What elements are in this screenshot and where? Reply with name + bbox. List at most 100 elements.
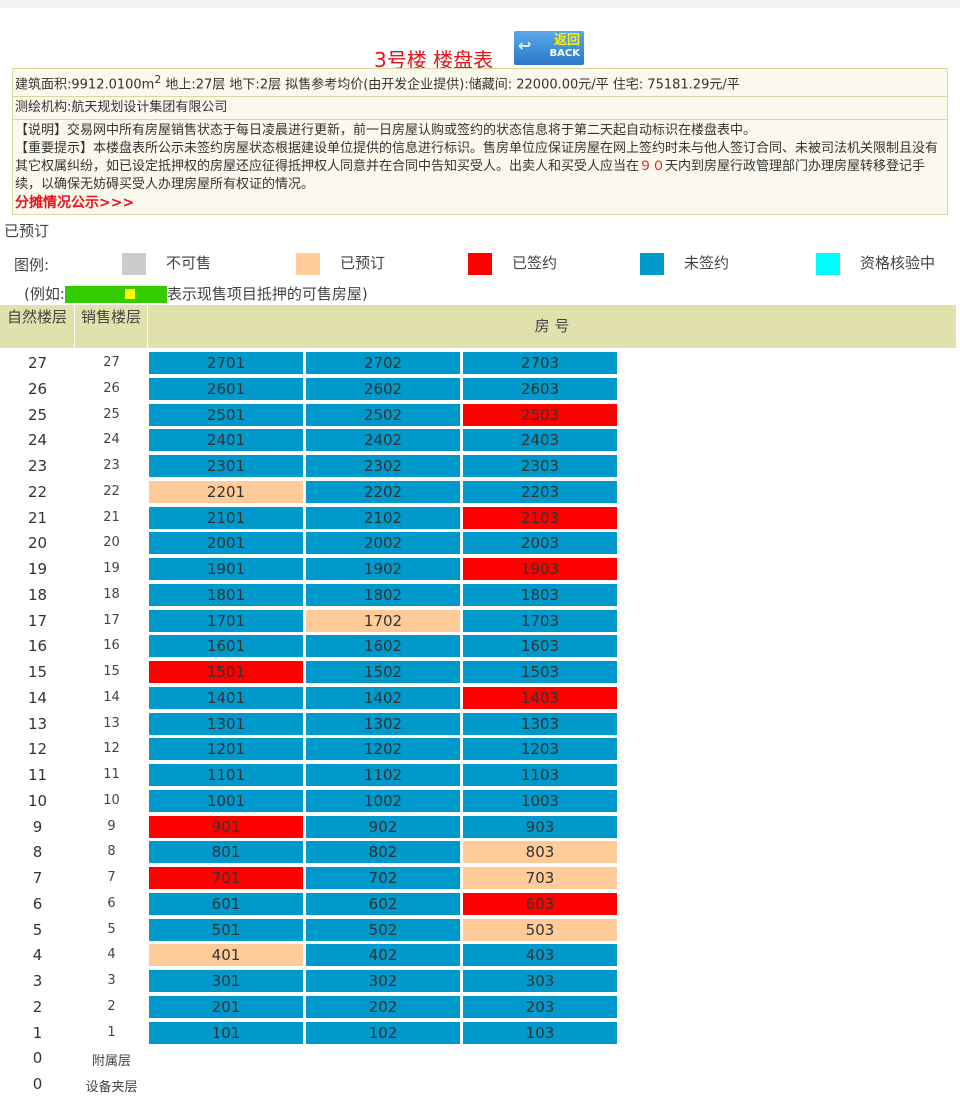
unit-unsigned[interactable]: 1703 [463,609,617,632]
sale-floor: 16 [103,638,120,654]
unit-unsigned[interactable]: 201 [149,995,303,1018]
unit-unsigned[interactable]: 1902 [306,558,460,580]
legend-item-label: 不可售 [166,254,212,272]
unit-unsigned[interactable]: 303 [463,970,617,992]
unit-unsigned[interactable]: 2202 [306,480,460,503]
unit-unsigned[interactable]: 2402 [306,429,460,452]
unit-unsigned[interactable]: 1003 [463,789,617,812]
col-room-number: 房 号 [534,317,570,335]
back-button[interactable]: ↩ 返回 BACK [514,31,584,65]
unit-unsigned[interactable]: 801 [149,841,303,864]
unit-unsigned[interactable]: 403 [463,944,617,967]
unit-unsigned[interactable]: 601 [149,892,303,915]
unit-signed[interactable]: 2103 [463,506,617,529]
unit-unsigned[interactable]: 2501 [149,403,303,426]
unit-unsigned[interactable]: 2203 [463,480,617,503]
unit-unsigned[interactable]: 2401 [149,429,303,452]
legend-label: 图例: [14,256,50,274]
unit-unsigned[interactable]: 2002 [306,532,460,555]
unit-unsigned[interactable]: 1901 [149,558,303,580]
unit-unsigned[interactable]: 902 [306,815,460,838]
unit-unsigned[interactable]: 1201 [149,738,303,761]
unit-unsigned[interactable]: 1803 [463,583,617,606]
unit-unsigned[interactable]: 103 [463,1021,617,1044]
unit-unsigned[interactable]: 2303 [463,455,617,477]
unit-unsigned[interactable]: 1603 [463,635,617,658]
unit-unsigned[interactable]: 1103 [463,764,617,786]
example-suffix: 表示现售项目抵押的可售房屋) [166,285,368,303]
unit-unsigned[interactable]: 2302 [306,455,460,477]
unit-unsigned[interactable]: 1401 [149,686,303,709]
unit-unsigned[interactable]: 1102 [306,764,460,786]
unit-unsigned[interactable]: 502 [306,918,460,941]
natural-floor: 26 [27,379,48,398]
sale-floor: 4 [107,947,116,963]
unit-signed[interactable]: 1501 [149,661,303,683]
unit-signed[interactable]: 1403 [463,686,617,709]
unit-reserved[interactable]: 2201 [149,480,303,503]
unit-unsigned[interactable]: 1801 [149,583,303,606]
back-label-cn: 返回 [553,33,580,48]
unit-unsigned[interactable]: 702 [306,867,460,889]
unit-signed[interactable]: 2503 [463,403,617,426]
unit-unsigned[interactable]: 1602 [306,635,460,658]
unit-reserved[interactable]: 503 [463,918,617,941]
table-row: 18 18 1801 1802 1803 [0,583,960,609]
unit-reserved[interactable]: 703 [463,867,617,889]
reserved-label: 已预订 [4,222,50,240]
unit-unsigned[interactable]: 802 [306,841,460,864]
unit-reserved[interactable]: 401 [149,944,303,967]
unit-signed[interactable]: 701 [149,867,303,889]
unit-unsigned[interactable]: 2502 [306,403,460,426]
unit-unsigned[interactable]: 2703 [463,352,617,374]
sale-floor: 14 [103,689,120,705]
unit-unsigned[interactable]: 2001 [149,532,303,555]
unit-unsigned[interactable]: 1101 [149,764,303,786]
unit-unsigned[interactable]: 1301 [149,712,303,735]
sale-floor: 22 [103,483,120,499]
unit-signed[interactable]: 603 [463,892,617,915]
unit-unsigned[interactable]: 102 [306,1021,460,1044]
unit-unsigned[interactable]: 903 [463,815,617,838]
unit-unsigned[interactable]: 501 [149,918,303,941]
unit-unsigned[interactable]: 1601 [149,635,303,658]
unit-unsigned[interactable]: 2003 [463,532,617,555]
unit-unsigned[interactable]: 1002 [306,789,460,812]
unit-unsigned[interactable]: 1202 [306,738,460,761]
table-row: 4 4 401 402 403 [0,943,960,969]
unit-unsigned[interactable]: 2701 [149,352,303,374]
unit-signed[interactable]: 901 [149,815,303,838]
unit-unsigned[interactable]: 2603 [463,377,617,400]
unit-unsigned[interactable]: 101 [149,1021,303,1044]
unit-unsigned[interactable]: 402 [306,944,460,967]
unit-unsigned[interactable]: 1701 [149,609,303,632]
unit-unsigned[interactable]: 1802 [306,583,460,606]
unit-unsigned[interactable]: 1302 [306,712,460,735]
table-row: 11 11 1101 1102 1103 [0,763,960,789]
unit-reserved[interactable]: 803 [463,841,617,864]
unit-unsigned[interactable]: 2601 [149,377,303,400]
unit-unsigned[interactable]: 2101 [149,506,303,529]
unit-unsigned[interactable]: 1502 [306,661,460,683]
unit-unsigned[interactable]: 203 [463,995,617,1018]
unit-unsigned[interactable]: 2301 [149,455,303,477]
unit-unsigned[interactable]: 1001 [149,789,303,812]
unit-unsigned[interactable]: 2102 [306,506,460,529]
unit-unsigned[interactable]: 202 [306,995,460,1018]
natural-floor: 16 [27,637,48,656]
unit-unsigned[interactable]: 1402 [306,686,460,709]
unit-unsigned[interactable]: 1203 [463,738,617,761]
unit-unsigned[interactable]: 301 [149,970,303,992]
unit-unsigned[interactable]: 2602 [306,377,460,400]
unit-unsigned[interactable]: 1503 [463,661,617,683]
unit-signed[interactable]: 1903 [463,558,617,580]
unit-unsigned[interactable]: 2702 [306,352,460,374]
legend-item-label: 资格核验中 [860,254,936,272]
unit-unsigned[interactable]: 302 [306,970,460,992]
unit-reserved[interactable]: 1702 [306,609,460,632]
unit-unsigned[interactable]: 2403 [463,429,617,452]
unit-unsigned[interactable]: 602 [306,892,460,915]
allocation-link[interactable]: 分摊情况公示>>> [15,195,135,212]
unit-unsigned[interactable]: 1303 [463,712,617,735]
sale-floor: 2 [107,998,116,1014]
